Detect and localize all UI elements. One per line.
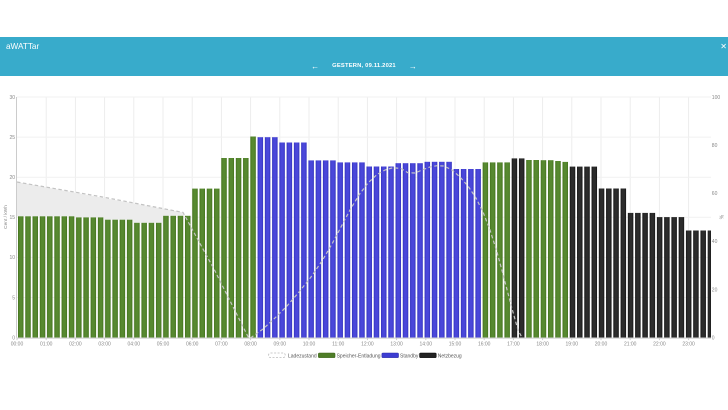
svg-text:04:00: 04:00 bbox=[128, 342, 141, 348]
svg-text:Speicher-Entladung: Speicher-Entladung bbox=[337, 354, 381, 360]
svg-text:23:00: 23:00 bbox=[682, 342, 695, 348]
svg-text:60: 60 bbox=[712, 191, 718, 197]
svg-text:20: 20 bbox=[712, 287, 718, 293]
svg-text:Standby: Standby bbox=[400, 354, 419, 360]
svg-text:06:00: 06:00 bbox=[186, 342, 199, 348]
svg-text:03:00: 03:00 bbox=[98, 342, 111, 348]
svg-text:15: 15 bbox=[9, 215, 15, 221]
svg-text:10: 10 bbox=[9, 255, 15, 261]
svg-text:100: 100 bbox=[712, 95, 721, 101]
svg-text:40: 40 bbox=[712, 239, 718, 245]
svg-text:16:00: 16:00 bbox=[478, 342, 491, 348]
svg-text:0: 0 bbox=[712, 335, 715, 341]
svg-text:30: 30 bbox=[9, 95, 15, 101]
svg-text:Ladezustand: Ladezustand bbox=[288, 354, 317, 360]
svg-text:17:00: 17:00 bbox=[507, 342, 520, 348]
svg-text:15:00: 15:00 bbox=[449, 342, 462, 348]
svg-text:80: 80 bbox=[712, 143, 718, 149]
svg-text:13:00: 13:00 bbox=[390, 342, 403, 348]
svg-text:Netzbezug: Netzbezug bbox=[438, 354, 462, 360]
svg-text:Cent / kWh: Cent / kWh bbox=[3, 205, 9, 229]
svg-text:19:00: 19:00 bbox=[566, 342, 579, 348]
svg-text:08:00: 08:00 bbox=[244, 342, 257, 348]
svg-text:00:00: 00:00 bbox=[11, 342, 24, 348]
svg-text:10:00: 10:00 bbox=[303, 342, 316, 348]
svg-text:01:00: 01:00 bbox=[40, 342, 53, 348]
svg-text:22:00: 22:00 bbox=[653, 342, 666, 348]
svg-text:21:00: 21:00 bbox=[624, 342, 637, 348]
svg-text:02:00: 02:00 bbox=[69, 342, 82, 348]
svg-text:12:00: 12:00 bbox=[361, 342, 374, 348]
svg-text:20: 20 bbox=[9, 175, 15, 181]
svg-text:11:00: 11:00 bbox=[332, 342, 344, 348]
svg-text:20:00: 20:00 bbox=[595, 342, 608, 348]
svg-text:05:00: 05:00 bbox=[157, 342, 170, 348]
svg-text:5: 5 bbox=[12, 295, 15, 301]
svg-text:07:00: 07:00 bbox=[215, 342, 228, 348]
svg-text:0: 0 bbox=[12, 335, 15, 341]
svg-text:18:00: 18:00 bbox=[536, 342, 549, 348]
svg-text:25: 25 bbox=[9, 135, 15, 141]
svg-text:%: % bbox=[720, 214, 726, 219]
svg-text:09:00: 09:00 bbox=[274, 342, 287, 348]
svg-text:14:00: 14:00 bbox=[420, 342, 433, 348]
